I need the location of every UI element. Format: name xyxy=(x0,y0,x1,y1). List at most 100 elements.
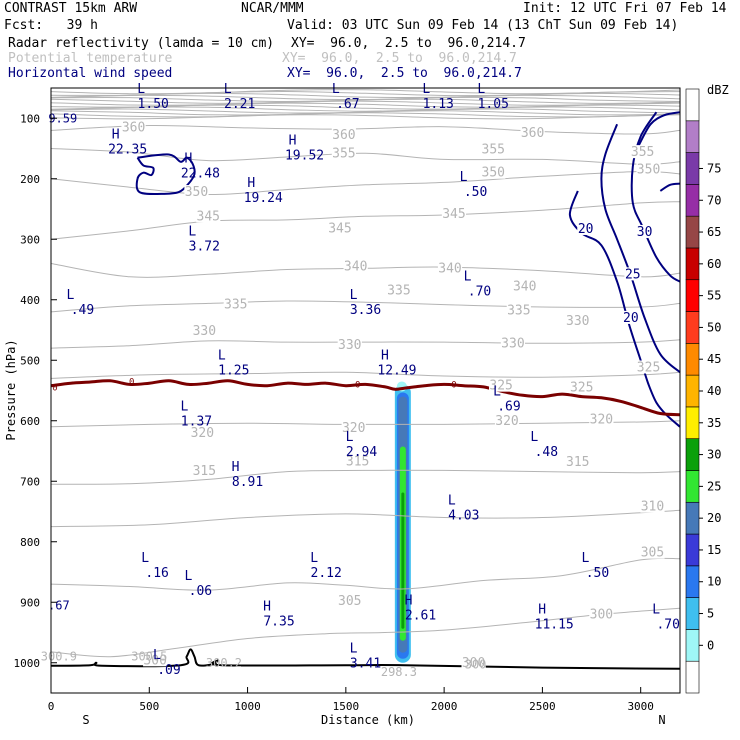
extremum-value: 3.41 xyxy=(350,657,381,672)
colorbar-swatch xyxy=(685,184,700,217)
theta-label-340: 340 xyxy=(344,259,367,274)
wind-contour-30 xyxy=(630,111,681,283)
freezing-level-line xyxy=(50,379,681,417)
wind-max-contour xyxy=(135,153,196,195)
extremum-value: .06 xyxy=(189,584,212,599)
extremum-value: 12.49 xyxy=(377,363,416,378)
theta-contour-300 xyxy=(50,607,681,658)
edge-value: 300.9 xyxy=(41,650,77,664)
theta-label-325: 325 xyxy=(570,380,593,395)
theta-label-355: 355 xyxy=(482,143,505,158)
theta-label-330: 330 xyxy=(501,336,524,351)
theta-contour-325 xyxy=(50,371,681,379)
y-tick-label: 400 xyxy=(20,294,40,307)
low-marker: L xyxy=(67,288,75,303)
wind-jet-contour xyxy=(637,111,681,146)
extremum-value: .49 xyxy=(71,303,94,318)
colorbar-tick-label: 30 xyxy=(707,448,721,462)
colorbar-swatch xyxy=(685,501,700,535)
theta-label-305: 305 xyxy=(641,546,664,561)
low-marker: L xyxy=(448,493,456,508)
extremum-value: .70 xyxy=(468,285,491,300)
theta-label-330: 330 xyxy=(566,314,589,329)
edge-value: 300.5 xyxy=(131,650,167,664)
extremum-value: .67 xyxy=(336,97,359,112)
theta-label-315: 315 xyxy=(566,455,589,470)
wind-label-20: 20 xyxy=(623,311,639,326)
theta-label-330-bg xyxy=(565,313,590,327)
theta-label-355: 355 xyxy=(332,146,355,161)
y-axis-label: Pressure (hPa) xyxy=(4,339,18,440)
colorbar-tick-label: 15 xyxy=(707,543,721,557)
plot-frame xyxy=(50,87,681,694)
theta-label-350-bg xyxy=(184,185,209,199)
theta-label-300: 300 xyxy=(590,607,613,622)
wind-label-20-bg xyxy=(577,221,595,235)
theta-label-315: 315 xyxy=(193,464,216,479)
y-tick-label: 900 xyxy=(20,596,40,609)
low-marker: L xyxy=(310,551,318,566)
low-marker: L xyxy=(224,82,232,97)
colorbar-tick-label: 75 xyxy=(707,161,721,175)
x-tick-label: 2500 xyxy=(529,700,556,713)
theta-label-340-bg xyxy=(512,279,537,293)
theta-label-300: 300 xyxy=(462,656,485,671)
theta-contours xyxy=(50,89,681,658)
freezing-label: 0 xyxy=(451,380,456,390)
extremum-value: 1.25 xyxy=(218,363,249,378)
theta-label-305-bg xyxy=(640,545,665,559)
low-marker: L xyxy=(350,642,358,657)
theta-label-330-bg xyxy=(500,336,526,350)
high-marker: H xyxy=(263,599,271,614)
theta-label-320-bg xyxy=(341,421,366,435)
low-marker: L xyxy=(188,224,196,239)
extremum-value: 4.03 xyxy=(448,508,479,523)
colorbar-swatch xyxy=(685,311,700,344)
colorbar-swatch xyxy=(685,279,700,312)
y-tick-label: 800 xyxy=(20,536,40,549)
wind-label-25-bg xyxy=(624,267,642,281)
theta-label-330-bg xyxy=(192,324,217,338)
theta-label-330: 330 xyxy=(193,324,216,339)
wind-label-20: 20 xyxy=(578,222,594,237)
x-axis-label: Distance (km) xyxy=(321,713,415,727)
extremum-value: 3.36 xyxy=(350,303,381,318)
theta-label-335-bg xyxy=(223,297,248,311)
theta-label-300-bg xyxy=(589,607,614,621)
theta-label-315-bg xyxy=(565,454,590,468)
init-time: Init: 12 UTC Fri 07 Feb 14 xyxy=(523,1,727,16)
theta-contour-350 xyxy=(50,170,681,196)
extremum-value: 2.12 xyxy=(311,566,342,581)
theta-label-355-bg xyxy=(481,142,506,156)
theta-upper-band-line xyxy=(50,98,681,104)
theta-upper-band-line xyxy=(50,112,681,118)
extremum-value: 1.50 xyxy=(138,97,169,112)
theta-label-335: 335 xyxy=(507,304,530,319)
colorbar-tick-label: 70 xyxy=(707,193,721,207)
high-marker: H xyxy=(289,134,297,149)
theta-label-355-bg xyxy=(630,145,655,159)
terrain xyxy=(50,648,681,670)
theta-label-340-bg xyxy=(437,261,463,275)
theta-label-345: 345 xyxy=(328,221,351,236)
extremum-value: 1.13 xyxy=(423,97,454,112)
low-marker: L xyxy=(153,648,161,663)
theta-label-300-bg xyxy=(461,655,486,669)
extremum-value: .16 xyxy=(145,566,168,581)
colorbar-swatch xyxy=(685,629,700,662)
colorbar-swatch xyxy=(685,660,700,694)
wind-jet-contour xyxy=(659,182,681,192)
y-tick-label: 600 xyxy=(20,415,40,428)
theta-label-360-bg xyxy=(331,128,356,142)
wind-label-20-bg xyxy=(622,310,640,324)
high-marker: H xyxy=(112,127,120,142)
high-marker: H xyxy=(184,152,192,167)
theta-label-335: 335 xyxy=(224,298,247,313)
theta-label-300: 300 xyxy=(143,653,166,668)
theta-label-340: 340 xyxy=(513,279,536,294)
theta-label-335: 335 xyxy=(387,284,410,299)
freezing-label: 0 xyxy=(129,377,134,387)
x-tick-label: 2000 xyxy=(431,700,458,713)
theta-label-310-bg xyxy=(640,499,665,513)
